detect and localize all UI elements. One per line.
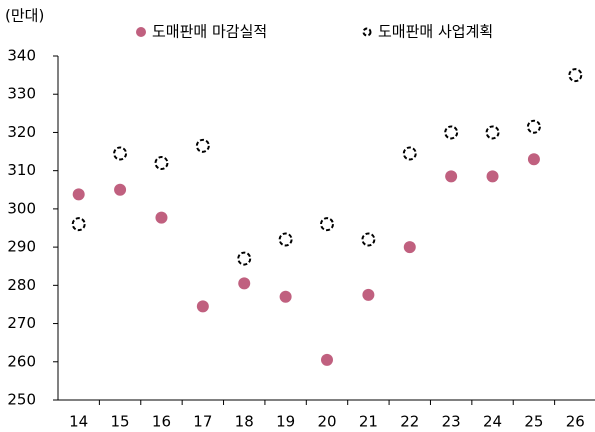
legend-marker (362, 27, 372, 37)
point (279, 290, 292, 303)
x-tick-label: 23 (442, 413, 461, 431)
point (278, 232, 293, 247)
legend-label: 도매판매 마감실적 (152, 23, 267, 41)
point (485, 125, 500, 140)
x-tick-label: 18 (235, 413, 254, 431)
point (71, 217, 86, 232)
point (444, 125, 459, 140)
point (362, 288, 375, 301)
x-tick-label: 15 (111, 413, 130, 431)
point (321, 353, 333, 366)
x-tick-label: 22 (400, 413, 419, 431)
legend-label: 도매판매 사업계획 (378, 23, 493, 41)
x-tick-label: 20 (317, 413, 336, 431)
y-unit-label: (만대) (5, 7, 44, 25)
point (114, 183, 127, 196)
point (320, 217, 334, 232)
x-tick-label: 17 (193, 413, 212, 431)
point (527, 153, 540, 166)
y-tick-label: 280 (7, 276, 36, 294)
point (237, 251, 252, 266)
point (445, 170, 458, 183)
y-tick-label: 300 (7, 199, 36, 217)
y-tick-label: 290 (7, 238, 36, 256)
point (238, 277, 251, 290)
x-tick-label: 24 (483, 413, 502, 431)
point (403, 241, 416, 254)
y-tick-label: 340 (7, 47, 36, 65)
x-tick-label: 26 (566, 413, 585, 431)
x-tick-label: 16 (152, 413, 171, 431)
point (113, 146, 128, 161)
y-tick-label: 330 (7, 85, 36, 103)
point (361, 232, 376, 247)
point (72, 188, 85, 201)
point (196, 300, 209, 313)
point (195, 138, 210, 153)
y-tick-label: 320 (7, 123, 36, 141)
point (568, 68, 583, 83)
point (486, 170, 499, 183)
point (154, 156, 169, 171)
y-tick-label: 270 (7, 314, 36, 332)
legend-marker (136, 27, 146, 37)
point (526, 119, 541, 134)
x-tick-label: 21 (359, 413, 378, 431)
x-tick-label: 25 (524, 413, 543, 431)
point (155, 211, 168, 224)
point (402, 146, 417, 161)
y-tick-label: 250 (7, 391, 36, 409)
y-tick-label: 310 (7, 161, 36, 179)
x-tick-label: 19 (276, 413, 295, 431)
y-tick-label: 260 (7, 352, 36, 370)
x-tick-label: 14 (69, 413, 88, 431)
